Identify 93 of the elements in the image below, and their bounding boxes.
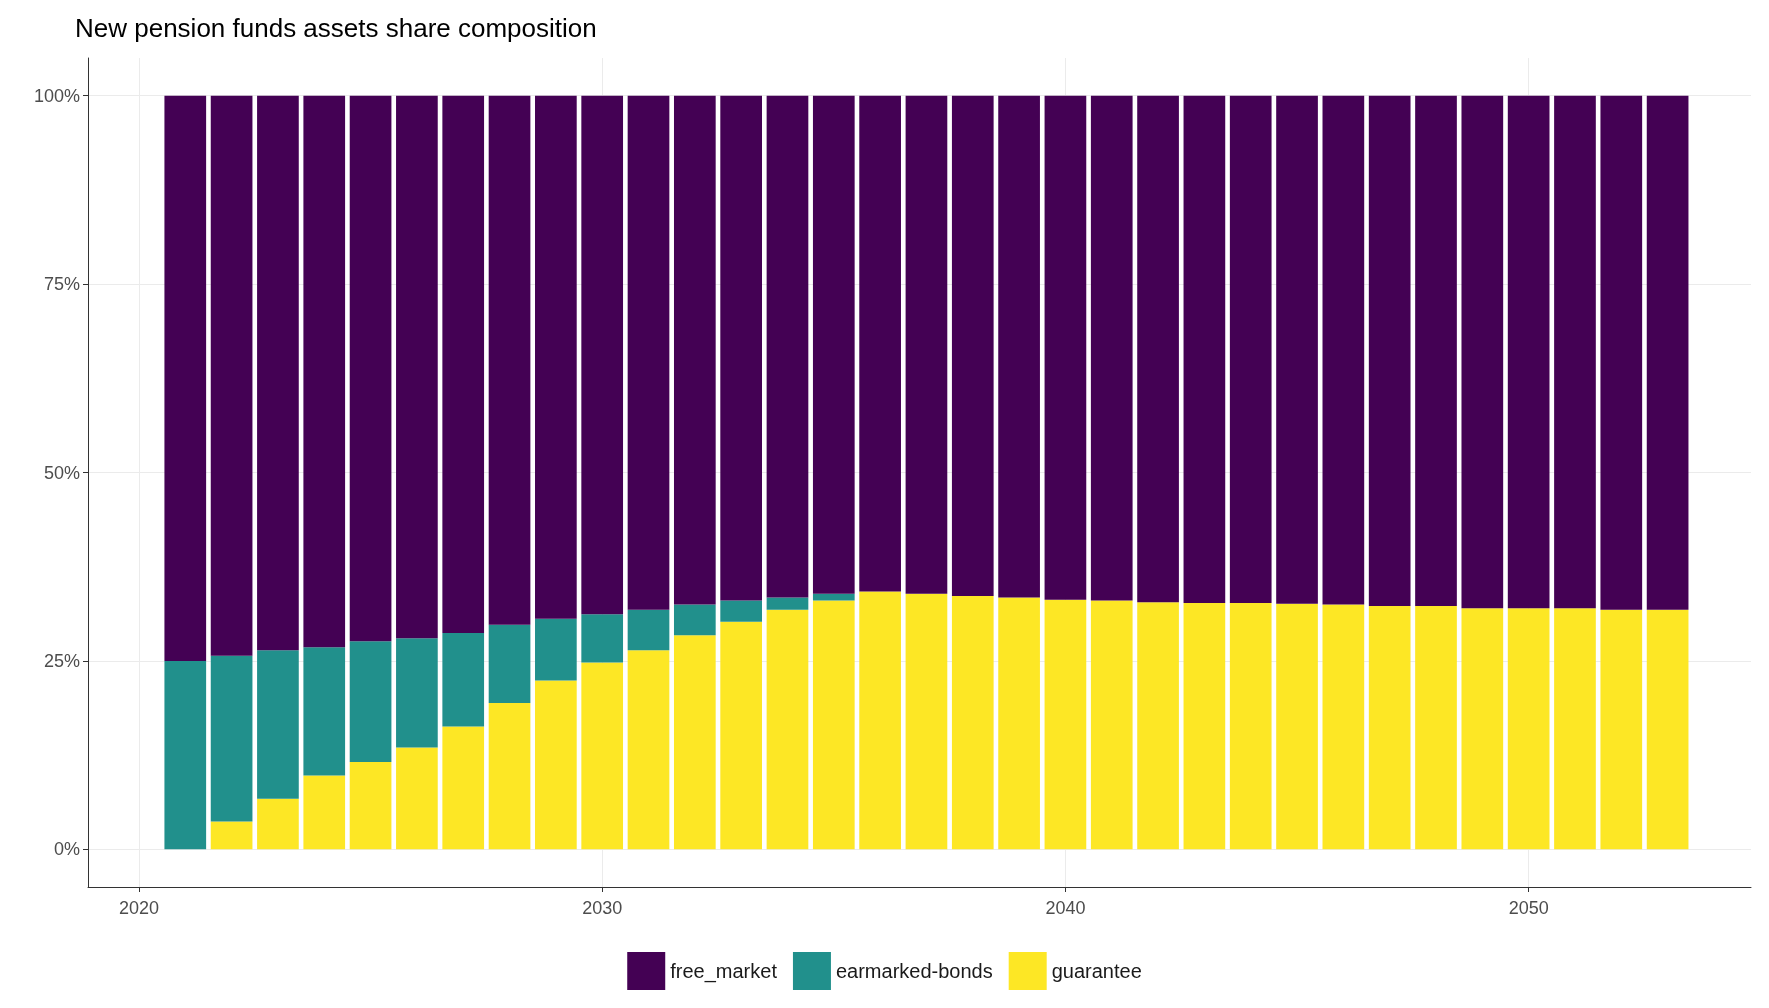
bar — [951, 95, 994, 597]
bar — [627, 609, 670, 651]
bar — [1137, 602, 1179, 850]
legend-label: earmarked-bonds — [835, 960, 993, 982]
bar — [442, 726, 485, 850]
bar — [673, 635, 716, 850]
bar — [442, 633, 485, 727]
bar — [1276, 95, 1318, 604]
bar — [1183, 602, 1226, 850]
x-tick-label: 2040 — [1045, 898, 1086, 918]
bar — [303, 95, 346, 648]
bar — [859, 591, 901, 850]
x-tick-label: 2030 — [582, 898, 623, 918]
bar — [720, 600, 762, 622]
bar — [1322, 604, 1365, 850]
x-tick-label: 2050 — [1508, 898, 1549, 918]
bar — [1137, 95, 1179, 603]
bar — [1090, 95, 1133, 601]
bar — [210, 655, 253, 822]
bar — [1276, 603, 1318, 850]
bar — [673, 95, 716, 605]
bar — [303, 775, 346, 850]
bar — [164, 95, 207, 661]
bar — [257, 95, 299, 651]
bar — [210, 821, 253, 850]
bar — [1322, 95, 1365, 605]
bar — [1183, 95, 1226, 603]
bar — [905, 95, 948, 594]
bar — [951, 596, 994, 850]
chart-title: New pension funds assets share composition — [75, 13, 597, 43]
bar — [1368, 95, 1411, 606]
bar — [766, 95, 809, 598]
bar — [535, 618, 577, 681]
bar — [349, 761, 392, 850]
bar — [673, 604, 716, 636]
bar — [257, 798, 299, 850]
bar — [1229, 95, 1272, 603]
bar — [488, 624, 531, 704]
bar — [1600, 609, 1643, 850]
y-tick-label: 0% — [53, 839, 80, 860]
y-tick-label: 100% — [33, 85, 80, 106]
bar — [720, 95, 762, 601]
bar — [1507, 608, 1550, 850]
bar — [859, 95, 901, 592]
bar — [1090, 600, 1133, 850]
bar — [396, 95, 438, 639]
bar — [581, 662, 624, 850]
bar — [812, 600, 855, 850]
bar — [396, 638, 438, 748]
bar — [1368, 605, 1411, 850]
bar — [1461, 608, 1504, 850]
bar — [998, 597, 1040, 850]
bar — [1415, 95, 1457, 606]
bar — [1507, 95, 1550, 609]
y-tick-label: 25% — [43, 650, 80, 671]
bar — [210, 95, 253, 656]
x-tick-label: 2020 — [118, 898, 159, 918]
bar — [812, 95, 855, 594]
bar — [905, 593, 948, 850]
bar — [164, 660, 207, 850]
y-tick-label: 75% — [43, 274, 80, 295]
legend-label: guarantee — [1051, 960, 1142, 982]
bar — [303, 647, 346, 776]
bar — [1415, 605, 1457, 850]
bar — [627, 650, 670, 850]
bar — [488, 95, 531, 625]
bar — [1600, 95, 1643, 610]
bar — [720, 621, 762, 850]
bar — [442, 95, 485, 634]
bar — [349, 641, 392, 762]
legend-label: free_market — [670, 960, 778, 983]
bar — [766, 609, 809, 850]
bar — [812, 593, 855, 601]
bar — [396, 747, 438, 850]
y-tick-label: 50% — [43, 462, 80, 483]
bar — [1229, 602, 1272, 850]
bar — [1646, 609, 1689, 850]
bar — [1554, 95, 1596, 609]
bar — [488, 703, 531, 850]
bar — [257, 650, 299, 799]
bar — [1461, 95, 1504, 609]
bar — [581, 95, 624, 615]
bar — [1044, 95, 1087, 600]
bar — [535, 95, 577, 619]
bar — [998, 95, 1040, 598]
bar — [766, 597, 809, 610]
bar — [627, 95, 670, 610]
bar — [1646, 95, 1689, 610]
bar — [1044, 599, 1087, 850]
bar — [535, 680, 577, 850]
bar — [349, 95, 392, 642]
bar — [581, 614, 624, 663]
bar — [1554, 608, 1596, 850]
